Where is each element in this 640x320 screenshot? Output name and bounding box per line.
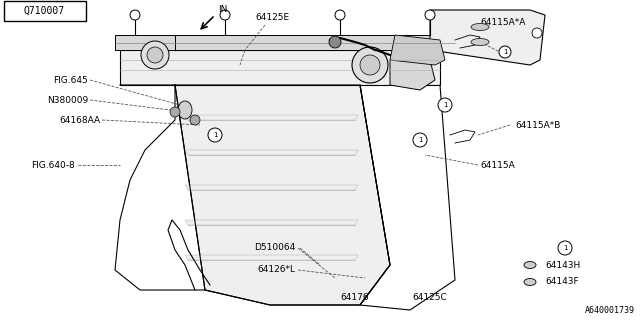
Text: 1: 1	[212, 132, 217, 138]
Text: FIG.640-8: FIG.640-8	[31, 161, 75, 170]
Circle shape	[352, 47, 388, 83]
Text: Q710007: Q710007	[23, 6, 64, 16]
Polygon shape	[115, 35, 175, 50]
Text: 64125E: 64125E	[255, 13, 289, 22]
Circle shape	[130, 10, 140, 20]
Text: 64115A*B: 64115A*B	[515, 121, 561, 130]
Text: A640001739: A640001739	[585, 306, 635, 315]
Text: 1: 1	[418, 137, 422, 143]
Ellipse shape	[524, 278, 536, 285]
Polygon shape	[175, 35, 455, 50]
Ellipse shape	[471, 23, 489, 30]
Circle shape	[190, 115, 200, 125]
Circle shape	[532, 28, 542, 38]
Text: D510064: D510064	[253, 244, 295, 252]
Text: 64126*L: 64126*L	[257, 266, 295, 275]
Text: 1: 1	[11, 8, 15, 14]
Text: 64143F: 64143F	[545, 277, 579, 286]
Circle shape	[329, 36, 341, 48]
Text: 64115A*A: 64115A*A	[480, 18, 525, 27]
Circle shape	[147, 47, 163, 63]
Text: 1: 1	[443, 102, 447, 108]
Polygon shape	[185, 115, 358, 120]
Polygon shape	[430, 10, 545, 65]
Polygon shape	[185, 185, 358, 190]
Circle shape	[335, 10, 345, 20]
Polygon shape	[390, 55, 435, 90]
Polygon shape	[175, 85, 390, 305]
FancyBboxPatch shape	[4, 1, 86, 21]
Polygon shape	[120, 50, 440, 85]
Polygon shape	[185, 255, 358, 260]
Circle shape	[7, 5, 19, 17]
Text: FIG.645: FIG.645	[53, 76, 88, 84]
Text: 64143H: 64143H	[545, 260, 580, 269]
Polygon shape	[390, 35, 445, 65]
Circle shape	[558, 241, 572, 255]
Polygon shape	[185, 220, 358, 225]
Ellipse shape	[178, 101, 192, 119]
Polygon shape	[185, 150, 358, 155]
Text: IN: IN	[218, 5, 227, 14]
Text: 64125C: 64125C	[413, 293, 447, 302]
Circle shape	[360, 55, 380, 75]
Ellipse shape	[524, 261, 536, 268]
Circle shape	[499, 46, 511, 58]
Text: 1: 1	[563, 245, 567, 251]
Text: 64168AA: 64168AA	[59, 116, 100, 124]
Circle shape	[208, 128, 222, 142]
Text: 64115A: 64115A	[480, 161, 515, 170]
Circle shape	[170, 107, 180, 117]
Ellipse shape	[471, 38, 489, 45]
Text: 64176: 64176	[340, 293, 369, 302]
Circle shape	[413, 133, 427, 147]
Text: N380009: N380009	[47, 95, 88, 105]
Text: 1: 1	[503, 49, 508, 55]
Circle shape	[141, 41, 169, 69]
Circle shape	[425, 10, 435, 20]
Circle shape	[438, 98, 452, 112]
Circle shape	[220, 10, 230, 20]
